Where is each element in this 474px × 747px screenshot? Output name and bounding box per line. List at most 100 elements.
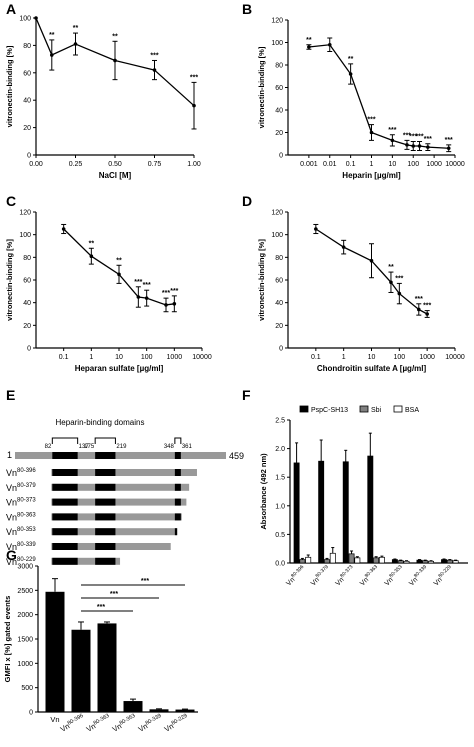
data-point-b — [369, 130, 374, 135]
y-tick-label-a: 0 — [27, 153, 31, 160]
category-label-sup-f: 80-396 — [290, 564, 305, 579]
x-tick-label-d: 10000 — [445, 354, 465, 361]
data-point-c — [89, 254, 94, 258]
x-tick-label-d: 100 — [393, 354, 405, 361]
data-point-a — [113, 58, 117, 63]
y-tick-label-d: 120 — [271, 210, 283, 217]
construct-label: Vn80-363 — [6, 512, 36, 522]
category-label-sup-g: 80-339 — [145, 713, 163, 727]
panel-letter-f: F — [242, 387, 251, 403]
y-tick-label-d: 60 — [275, 278, 283, 285]
significance-label-b: *** — [403, 132, 411, 139]
construct-domain — [52, 513, 78, 521]
construct-label-sup: 80-379 — [17, 483, 36, 489]
construct-bar — [51, 469, 197, 476]
data-point-c — [136, 295, 141, 299]
category-label-g: Vn80-339 — [137, 713, 164, 734]
bar-f — [403, 560, 410, 564]
bar-f — [324, 559, 330, 564]
y-axis-label-f: Absorbance (492 nm) — [259, 453, 268, 530]
category-label-sup-f: 80-229 — [437, 564, 452, 579]
y-tick-label-c: 20 — [23, 323, 31, 330]
y-tick-label-f: 1.5 — [275, 475, 285, 482]
significance-label-a: *** — [150, 52, 158, 59]
panel-letter-b: B — [242, 1, 252, 17]
construct-domain — [95, 483, 116, 491]
x-tick-label-b: 100 — [407, 161, 419, 168]
construct-domain — [174, 513, 181, 521]
data-point-d — [389, 280, 393, 285]
construct-bar — [51, 498, 187, 506]
significance-label-c: *** — [143, 282, 151, 289]
construct-domain — [174, 528, 178, 536]
significance-label-c: *** — [170, 288, 178, 295]
y-axis-label-g: GMFI x [%] gated events — [3, 596, 12, 683]
panel-letter-e: E — [6, 387, 15, 403]
y-tick-label-d: 80 — [275, 255, 283, 262]
data-point-b — [411, 144, 416, 148]
bar-g — [123, 701, 143, 712]
construct-label: Vn80-353 — [6, 527, 36, 537]
bar-g — [175, 709, 195, 712]
bar-g — [71, 629, 91, 712]
y-tick-label-c: 0 — [27, 346, 31, 353]
construct-label: Vn80-396 — [6, 468, 36, 478]
significance-label-b: ** — [348, 56, 354, 63]
x-axis-label-c: Heparan sulfate [µg/ml] — [75, 364, 164, 373]
x-tick-label-a: 0.50 — [108, 161, 122, 168]
data-point-a — [192, 103, 196, 108]
construct-domain — [52, 528, 78, 536]
category-label-sup-g: 80-363 — [93, 713, 111, 727]
domain-bracket — [174, 437, 182, 444]
construct-label-sup: 80-363 — [17, 512, 36, 518]
category-label-f: Vn80-379 — [309, 564, 333, 588]
significance-label-d: *** — [395, 275, 403, 282]
significance-label-a: *** — [190, 74, 198, 81]
domain-start-label: 175 — [84, 444, 95, 450]
x-tick-label-d: 1 — [342, 354, 346, 361]
y-tick-label-g: 0 — [29, 710, 33, 717]
data-point-c — [144, 296, 149, 300]
category-label-f: Vn80-363 — [358, 564, 382, 588]
category-label-g: Vn80-353 — [111, 713, 138, 734]
data-point-b — [446, 146, 451, 151]
y-tick-label-b: 80 — [275, 63, 283, 70]
full-length-bar — [15, 452, 226, 459]
bar-f — [428, 560, 435, 564]
series-line-b — [308, 44, 449, 149]
y-tick-label-c: 60 — [23, 278, 31, 285]
y-tick-label-d: 40 — [275, 300, 283, 307]
y-tick-label-a: 40 — [23, 98, 31, 105]
bar-f — [293, 462, 300, 564]
construct-label-sup: 80-396 — [17, 468, 36, 474]
domain-map-title: Heparin-binding domains — [56, 418, 145, 427]
heparin-binding-domain — [95, 452, 116, 459]
y-axis-label-d: vitronectin-binding [%] — [257, 239, 266, 321]
x-tick-label-b: 0.001 — [300, 161, 318, 168]
x-tick-label-b: 10000 — [445, 161, 465, 168]
category-label-g: Vn80-363 — [85, 713, 112, 734]
construct-label: Vn80-229 — [6, 557, 36, 567]
significance-label-a: ** — [112, 33, 118, 40]
bar-f — [397, 560, 404, 564]
bar-f — [348, 553, 355, 564]
data-point-a — [152, 68, 157, 72]
significance-label-b: *** — [415, 134, 423, 141]
category-label-sup-g: 80-353 — [119, 713, 137, 727]
bar-g — [149, 709, 169, 712]
y-tick-label-c: 80 — [23, 255, 31, 262]
construct-domain — [52, 469, 78, 476]
x-tick-label-b: 0.1 — [346, 161, 356, 168]
heparin-binding-domain — [52, 452, 78, 459]
bar-f — [446, 559, 453, 564]
category-label-sup-f: 80-339 — [413, 564, 428, 579]
x-tick-label-b: 1 — [370, 161, 374, 168]
data-point-b — [307, 45, 311, 49]
data-point-d — [369, 258, 374, 263]
y-tick-label-b: 20 — [275, 130, 283, 137]
x-axis-label-a: NaCl [M] — [99, 171, 132, 180]
construct-label-sup: 80-353 — [17, 527, 36, 533]
category-label-sup-f: 80-353 — [388, 564, 403, 579]
construct-domain — [95, 528, 116, 536]
significance-label-d: *** — [423, 303, 431, 310]
